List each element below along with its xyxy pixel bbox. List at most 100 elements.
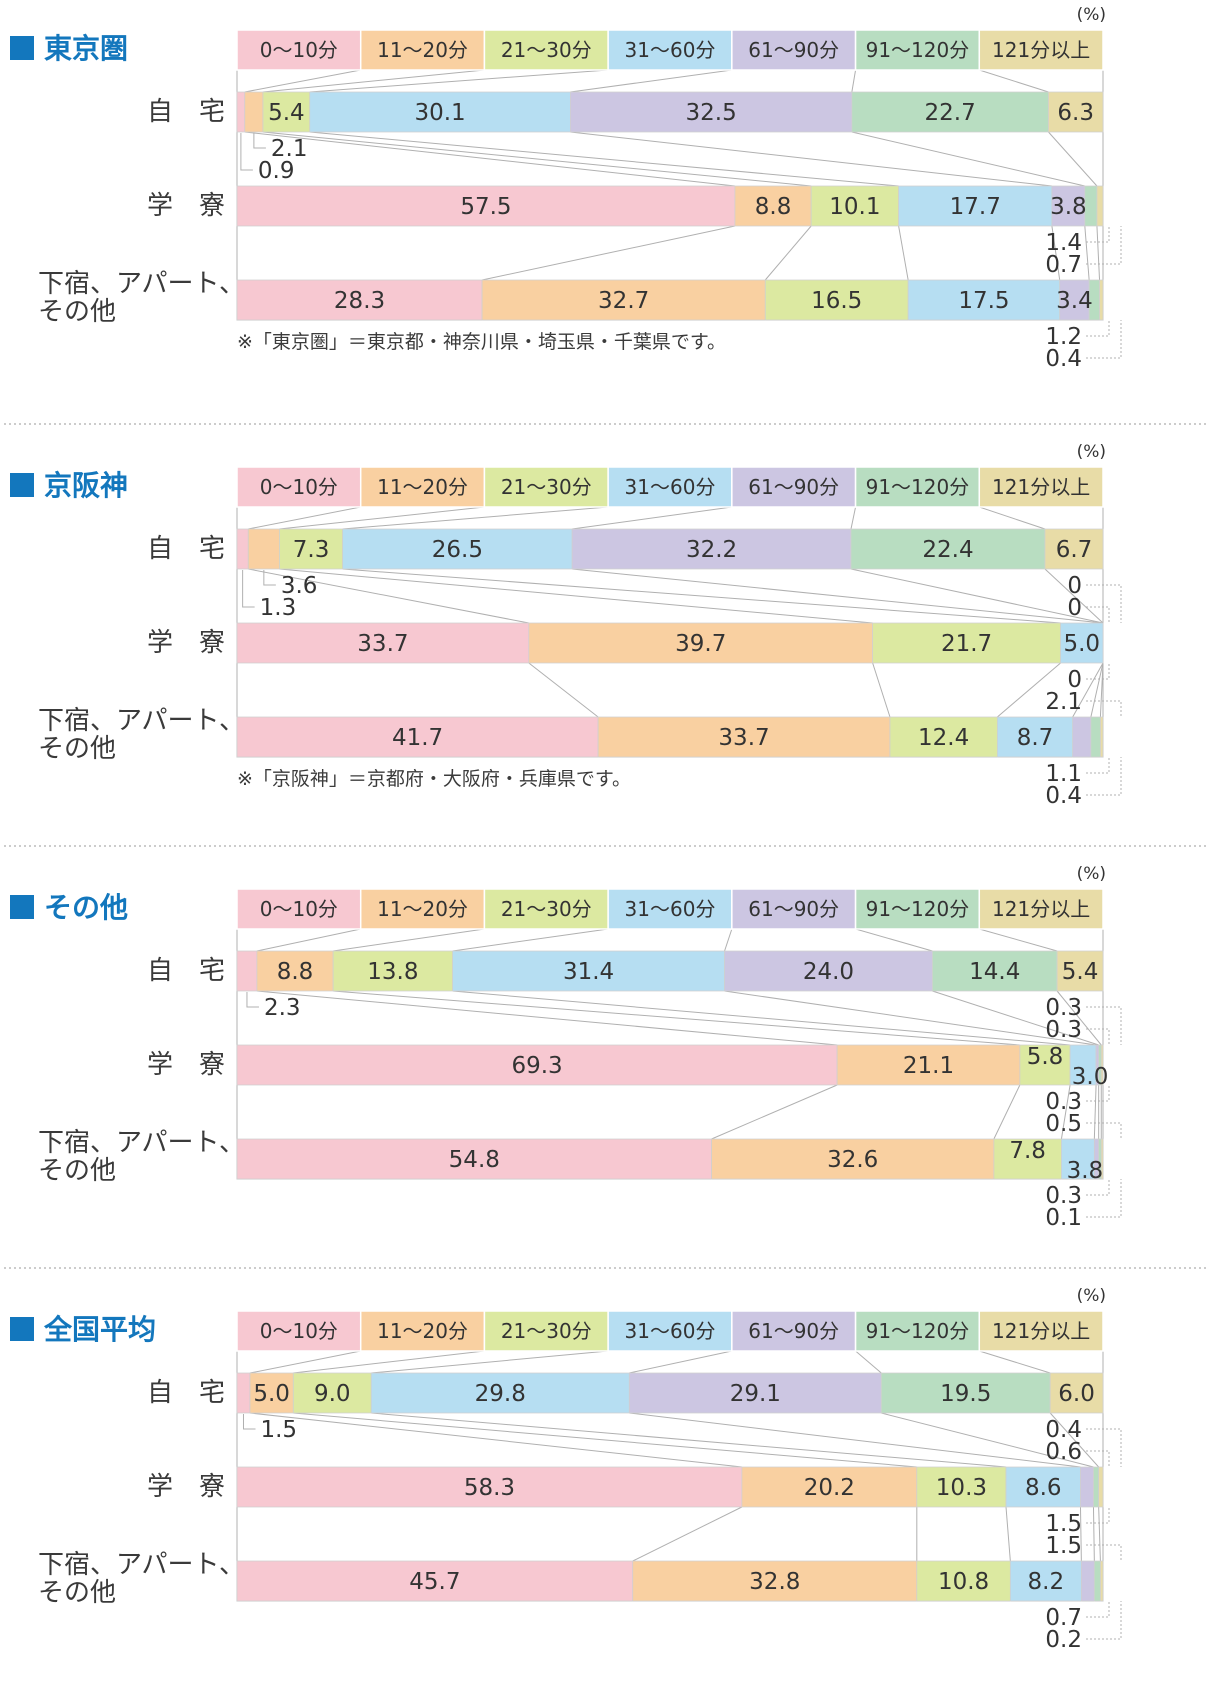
callout-leader-line — [1086, 1179, 1110, 1196]
value-label: 10.1 — [829, 194, 880, 220]
value-label: 32.5 — [686, 100, 737, 126]
callout-leader-line — [1086, 226, 1122, 265]
bar-segment — [236, 950, 258, 992]
plot-border — [236, 29, 1104, 321]
callout-leader-line — [1086, 1028, 1110, 1045]
bar-segment — [1048, 91, 1104, 133]
bar-segment — [244, 91, 264, 133]
callout-label: 0 — [1067, 595, 1082, 621]
bar-segment — [932, 950, 1058, 992]
row-label-dorm: 学 寮 — [147, 191, 225, 221]
callout-leader-line — [1086, 1450, 1110, 1467]
bar-segment — [996, 716, 1074, 758]
legend-cell — [854, 1310, 981, 1352]
value-label: 12.4 — [918, 725, 969, 751]
section-title: 東京圏 — [44, 32, 128, 65]
connector-line — [293, 1412, 917, 1468]
bar-segment — [236, 716, 599, 758]
bar-segment — [1090, 716, 1101, 758]
callout-label: 0.3 — [1045, 1183, 1082, 1209]
callout-leader-line — [263, 570, 276, 586]
callout-label: 0.3 — [1045, 1017, 1082, 1043]
callout-leader-line — [1086, 1122, 1122, 1139]
bar-segment — [851, 91, 1049, 133]
callout-leader-line — [1086, 584, 1122, 623]
value-label: 33.7 — [357, 631, 408, 657]
connector-line — [570, 131, 1052, 187]
connector-line — [850, 568, 1104, 624]
legend-cell — [731, 1310, 857, 1352]
connector-line — [1084, 225, 1090, 281]
callout-leader-line — [1086, 606, 1110, 623]
value-label: 6.3 — [1057, 100, 1094, 126]
legend-cell — [978, 888, 1104, 930]
connector-line — [342, 506, 609, 530]
legend-label: 31～60分 — [625, 38, 716, 62]
value-label: 26.5 — [432, 537, 483, 563]
callout-label: 0.9 — [258, 158, 295, 184]
bar-segment — [262, 91, 311, 133]
bar-segment — [724, 950, 933, 992]
connector-line — [1090, 662, 1104, 718]
value-label: 8.7 — [1017, 725, 1054, 751]
legend-label: 11～20分 — [377, 475, 468, 499]
legend-label: 21～30分 — [501, 38, 592, 62]
callout-label: 0.4 — [1045, 346, 1082, 372]
value-label: 20.2 — [804, 1475, 855, 1501]
legend-label: 91～120分 — [866, 1319, 970, 1343]
bar-segment — [850, 528, 1046, 570]
callout-leader-line — [242, 1414, 256, 1430]
bar-segment — [810, 185, 899, 227]
connector-line — [244, 69, 361, 93]
connector-line — [855, 1350, 882, 1374]
legend-cell — [607, 888, 733, 930]
bar-segment — [597, 716, 891, 758]
bar-segment — [236, 279, 483, 321]
value-label: 17.7 — [950, 194, 1001, 220]
connector-line — [1072, 662, 1104, 718]
row-label-boarding-line1: 下宿、アパート、 — [38, 1128, 245, 1158]
value-label: 32.7 — [598, 288, 649, 314]
legend-cell — [236, 466, 362, 508]
connector-line — [1092, 1506, 1095, 1562]
bar-segment — [907, 279, 1061, 321]
callout-label: 2.1 — [271, 136, 308, 162]
callout-label: 1.1 — [1045, 761, 1082, 787]
bar-segment — [1100, 1560, 1104, 1602]
row-label-boarding-line2: その他 — [38, 297, 116, 327]
connector-line — [1096, 225, 1101, 281]
legend-cell — [359, 466, 486, 508]
callout-leader-line — [1086, 1601, 1122, 1640]
legend-label: 121分以上 — [992, 475, 1090, 499]
value-label: 5.8 — [1027, 1044, 1064, 1070]
bar-segment — [528, 622, 874, 664]
callout-leader-line — [1086, 757, 1122, 796]
value-label: 7.8 — [1009, 1138, 1046, 1164]
legend-cell — [359, 1310, 486, 1352]
row-label-home: 自 宅 — [147, 956, 225, 986]
bar-segment — [1100, 1044, 1104, 1086]
connector-line — [342, 568, 1061, 624]
legend-label: 31～60分 — [625, 475, 716, 499]
value-label: 5.0 — [1063, 631, 1100, 657]
unit-label: (%) — [1077, 442, 1106, 462]
connector-line — [371, 1412, 1007, 1468]
bar-segment — [332, 950, 454, 992]
legend-label: 11～20分 — [377, 38, 468, 62]
callout-leader-line — [1086, 320, 1122, 359]
section-keihanshin: (%) 京阪神 0～10分 11～20分 21～30分 31～60分 61～90分 91～12… — [4, 423, 1206, 809]
bar-segment — [570, 91, 853, 133]
section-sonota: (%) その他 0～10分 11～20分 21～30分 31～60分 61～90分 91～12… — [4, 845, 1206, 1231]
value-label: 13.8 — [367, 959, 418, 985]
legend-cell — [978, 29, 1104, 71]
callout-label: 0.7 — [1045, 252, 1082, 278]
bar-segment — [1080, 1466, 1094, 1508]
value-label: 54.8 — [449, 1147, 500, 1173]
bar-segment — [916, 1466, 1007, 1508]
legend-cell — [607, 1310, 733, 1352]
legend-label: 61～90分 — [748, 38, 839, 62]
connector-line — [1048, 131, 1098, 187]
connector-line — [333, 990, 1020, 1046]
legend-label: 0～10分 — [260, 38, 338, 62]
connector-line — [711, 1084, 838, 1140]
